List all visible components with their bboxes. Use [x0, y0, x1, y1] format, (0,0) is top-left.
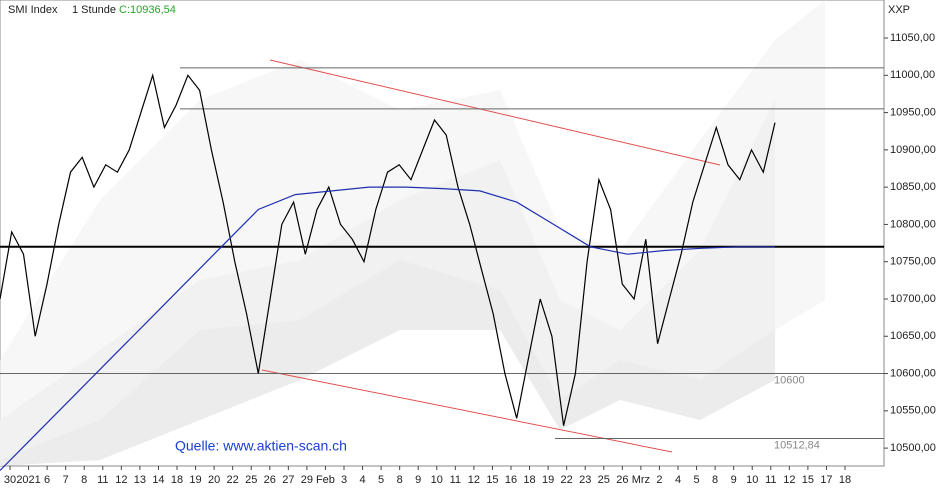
x-tick-label: 4: [359, 474, 365, 486]
x-tick-label: 3: [341, 474, 347, 486]
x-tick-label: 12: [783, 474, 795, 486]
band: [0, 0, 825, 460]
x-tick-label: 18: [523, 474, 535, 486]
x-tick-label: 20: [208, 474, 220, 486]
x-tick-label: 2021: [16, 474, 40, 486]
chart-title: SMI Index: [8, 4, 58, 16]
y-tick-label: 10700,00: [890, 293, 936, 305]
x-tick-label: 12: [468, 474, 480, 486]
x-tick-label: Feb: [316, 474, 335, 486]
x-tick-label: 30: [4, 474, 16, 486]
series-line: [0, 72, 776, 426]
x-tick-label: 11: [450, 474, 461, 486]
x-tick-label: 25: [598, 474, 610, 486]
x-tick-label: 22: [561, 474, 573, 486]
x-tick-label: 25: [245, 474, 257, 486]
y-tick-label: 10750,00: [890, 256, 936, 268]
y-tick-label: 11050,00: [890, 32, 935, 44]
x-tick-label: 15: [486, 474, 498, 486]
x-tick-label: 7: [63, 474, 69, 486]
x-tick-label: 14: [152, 474, 164, 486]
close-label: C:10936,54: [119, 4, 176, 16]
x-tick-label: 17: [820, 474, 832, 486]
y-tick-label: 10500,00: [890, 442, 936, 454]
x-tick-label: Mrz: [632, 474, 650, 486]
level-label: 10600: [774, 374, 805, 386]
source: Quelle: www.aktien-scan.ch: [175, 438, 347, 454]
x-tick-label: 8: [81, 474, 87, 486]
x-tick-label: 23: [579, 474, 591, 486]
subtitle: 1 Stunde: [72, 4, 116, 16]
x-tick-label: 26: [264, 474, 276, 486]
x-tick-label: 29: [301, 474, 313, 486]
y-tick-label: 10650,00: [890, 330, 936, 342]
x-tick-label: 27: [282, 474, 294, 486]
x-tick-label: 12: [115, 474, 127, 486]
x-tick-label: 16: [505, 474, 517, 486]
x-tick-label: 18: [839, 474, 851, 486]
x-tick-label: 15: [802, 474, 814, 486]
x-tick-label: 13: [134, 474, 146, 486]
currency: XXP: [888, 4, 910, 16]
x-tick-label: 8: [397, 474, 403, 486]
x-tick-label: 18: [171, 474, 183, 486]
x-tick-label: 11: [765, 474, 776, 486]
x-tick-label: 6: [44, 474, 50, 486]
x-tick-label: 9: [731, 474, 737, 486]
level-label: 10512,84: [774, 439, 820, 451]
y-tick-label: 10600,00: [890, 367, 936, 379]
x-tick-label: 10: [431, 474, 443, 486]
y-tick-label: 10800,00: [890, 218, 936, 230]
y-tick-label: 10850,00: [890, 181, 936, 193]
x-tick-label: 5: [693, 474, 699, 486]
x-tick-label: 19: [542, 474, 554, 486]
y-tick-label: 10950,00: [890, 106, 936, 118]
series-line: [0, 186, 775, 471]
x-tick-label: 2: [656, 474, 662, 486]
x-tick-label: 8: [712, 474, 718, 486]
x-tick-label: 11: [97, 474, 108, 486]
y-tick-label: 11000,00: [890, 69, 935, 81]
y-tick-label: 10900,00: [890, 144, 936, 156]
x-tick-label: 4: [675, 474, 681, 486]
x-tick-label: 10: [746, 474, 758, 486]
trendline: [269, 59, 721, 166]
y-tick-label: 10550,00: [890, 405, 936, 417]
x-tick-label: 9: [415, 474, 421, 486]
x-tick-label: 26: [616, 474, 628, 486]
x-tick-label: 5: [378, 474, 384, 486]
x-tick-label: 19: [189, 474, 201, 486]
x-tick-label: 22: [227, 474, 239, 486]
